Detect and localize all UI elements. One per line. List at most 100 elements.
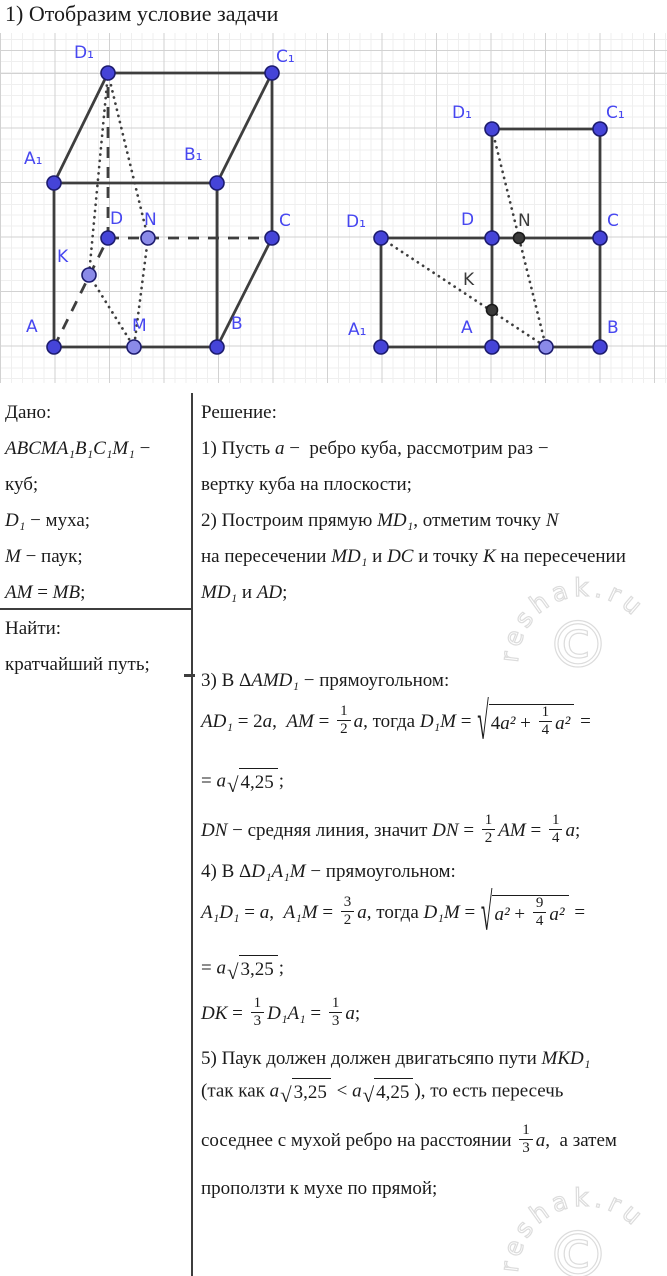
text-run: , тогда bbox=[363, 711, 420, 733]
label-left-B1: B₁ bbox=[184, 145, 203, 165]
given-section: Дано: ABCMA₁B₁C₁M₁ − куб; D₁ − муха; M −… bbox=[0, 390, 191, 688]
math-run: a bbox=[216, 769, 226, 791]
radicand: 3,25 bbox=[238, 954, 278, 983]
point-C1 bbox=[264, 65, 280, 81]
text-run: (так как bbox=[201, 1080, 270, 1102]
radical: √ 4,25 bbox=[227, 767, 278, 796]
radical: √ a² + 9 4 a² bbox=[481, 885, 569, 938]
fraction-part: 1 bbox=[548, 812, 563, 830]
point-C bbox=[592, 230, 608, 246]
math-run: AD₁ bbox=[201, 711, 233, 733]
text-run: ), то есть пересечь bbox=[414, 1080, 564, 1102]
math-run: AM bbox=[5, 582, 33, 603]
math-run: a bbox=[565, 819, 575, 841]
label-right-K: K bbox=[463, 270, 475, 290]
math-run: A₁D₁ bbox=[201, 902, 240, 924]
math-run: a bbox=[269, 1080, 280, 1102]
path-D1M-left bbox=[379, 236, 548, 349]
fraction-part: 3 bbox=[522, 1140, 530, 1157]
find-heading: Найти: bbox=[5, 618, 62, 639]
point-D1-top bbox=[484, 121, 500, 137]
fraction-part: 1 bbox=[538, 704, 553, 723]
label-right-N: N bbox=[518, 211, 531, 231]
text-run: = bbox=[201, 769, 217, 791]
point-N bbox=[140, 230, 156, 246]
solution-line: AD₁ = 2a, AM = 1 2 a, тогда D₁M = √ 4 a² + 1… bbox=[201, 694, 667, 747]
point-D bbox=[100, 230, 116, 246]
math-run: AM bbox=[498, 819, 526, 841]
text-run: = bbox=[227, 1002, 248, 1024]
text-run: − средняя линия, значит bbox=[227, 819, 433, 841]
text-run: < bbox=[331, 1080, 353, 1102]
text-run: проползти к мухе по прямой; bbox=[201, 1177, 438, 1199]
radicand: 4 a² + 1 4 a² bbox=[488, 704, 575, 742]
solution-line: на пересечении MD₁ и DC и точку K на пер… bbox=[201, 544, 667, 570]
page-title: 1) Отобразим условие задачи bbox=[5, 1, 279, 26]
text-run: − муха; bbox=[25, 510, 91, 531]
math-run: a² bbox=[500, 712, 516, 734]
label-right-B: B bbox=[607, 318, 619, 338]
text-run: = bbox=[201, 956, 217, 978]
point-A1 bbox=[46, 175, 62, 191]
text-run: 4,25 bbox=[240, 771, 274, 793]
text-run: 4,25 bbox=[376, 1082, 410, 1103]
math-run: a bbox=[259, 902, 270, 924]
radical-sign: √ bbox=[226, 959, 239, 984]
point-D1 bbox=[100, 65, 116, 81]
label-left-M: M bbox=[132, 316, 147, 336]
label-left-N: N bbox=[144, 210, 157, 230]
text-run: и bbox=[237, 582, 257, 603]
find-line: кратчайший путь; bbox=[5, 652, 187, 678]
text-run: 3,25 bbox=[293, 1082, 327, 1103]
point-B bbox=[592, 339, 608, 355]
math-run: MD₁ bbox=[331, 546, 368, 567]
text-run: 5) Паук должен должен двигатьсяпо пути bbox=[201, 1048, 542, 1069]
text-run: соседнее с мухой ребро на расстоянии bbox=[201, 1130, 517, 1152]
text-run: , отметим точку bbox=[413, 510, 546, 531]
cube-diagrams bbox=[46, 65, 608, 355]
math-run: a bbox=[352, 1080, 362, 1102]
label-left-C: C bbox=[279, 211, 291, 231]
text-run: 1) Пусть bbox=[201, 438, 275, 459]
text-run: ; bbox=[574, 819, 581, 841]
radical-sign: √ bbox=[362, 1083, 375, 1107]
math-run: D₁A₁M bbox=[251, 861, 306, 882]
text-run: , тогда bbox=[366, 902, 424, 924]
label-left-C1: C₁ bbox=[276, 47, 295, 67]
text-run: + bbox=[509, 903, 530, 925]
point-M bbox=[538, 339, 554, 355]
text-run: , bbox=[272, 711, 287, 733]
point-B bbox=[209, 339, 225, 355]
label-right-D1-top: D₁ bbox=[452, 103, 472, 123]
text-run: на пересечении bbox=[201, 546, 332, 567]
text-run: = bbox=[313, 711, 335, 733]
divider-tick bbox=[184, 674, 195, 677]
unfold-points bbox=[373, 121, 608, 355]
text-run: 3,25 bbox=[240, 958, 274, 980]
solution-line: = a √ 4,25; bbox=[201, 767, 667, 796]
left-cube-points bbox=[46, 65, 280, 355]
fraction-part: 4 bbox=[551, 829, 560, 846]
edge-A1D1 bbox=[52, 72, 110, 184]
text-run: куб; bbox=[5, 474, 39, 495]
radicand: a² + 9 4 a² bbox=[492, 895, 569, 933]
solution-line: 1) Пусть a − ребро куба, рассмотрим раз … bbox=[201, 436, 667, 462]
text-run: − прямоугольном: bbox=[298, 670, 450, 691]
solution-line: MD₁ и AD; bbox=[201, 580, 667, 606]
math-run: a² bbox=[549, 903, 565, 925]
text-run: = 2 bbox=[232, 711, 263, 733]
math-run: AMD₁ bbox=[251, 670, 299, 691]
math-run: MD₁ bbox=[377, 510, 414, 531]
point-M bbox=[126, 339, 142, 355]
fraction-part: 1 bbox=[337, 703, 351, 722]
text-run: ; bbox=[278, 769, 285, 791]
label-left-B: B bbox=[231, 314, 243, 334]
solution-line: проползти к мухе по прямой; bbox=[201, 1176, 667, 1202]
text-run: кратчайший путь; bbox=[5, 654, 150, 675]
text-run: 2) Построим прямую bbox=[201, 510, 378, 531]
given-line: M − паук; bbox=[5, 544, 187, 570]
math-run: DC bbox=[387, 546, 414, 567]
